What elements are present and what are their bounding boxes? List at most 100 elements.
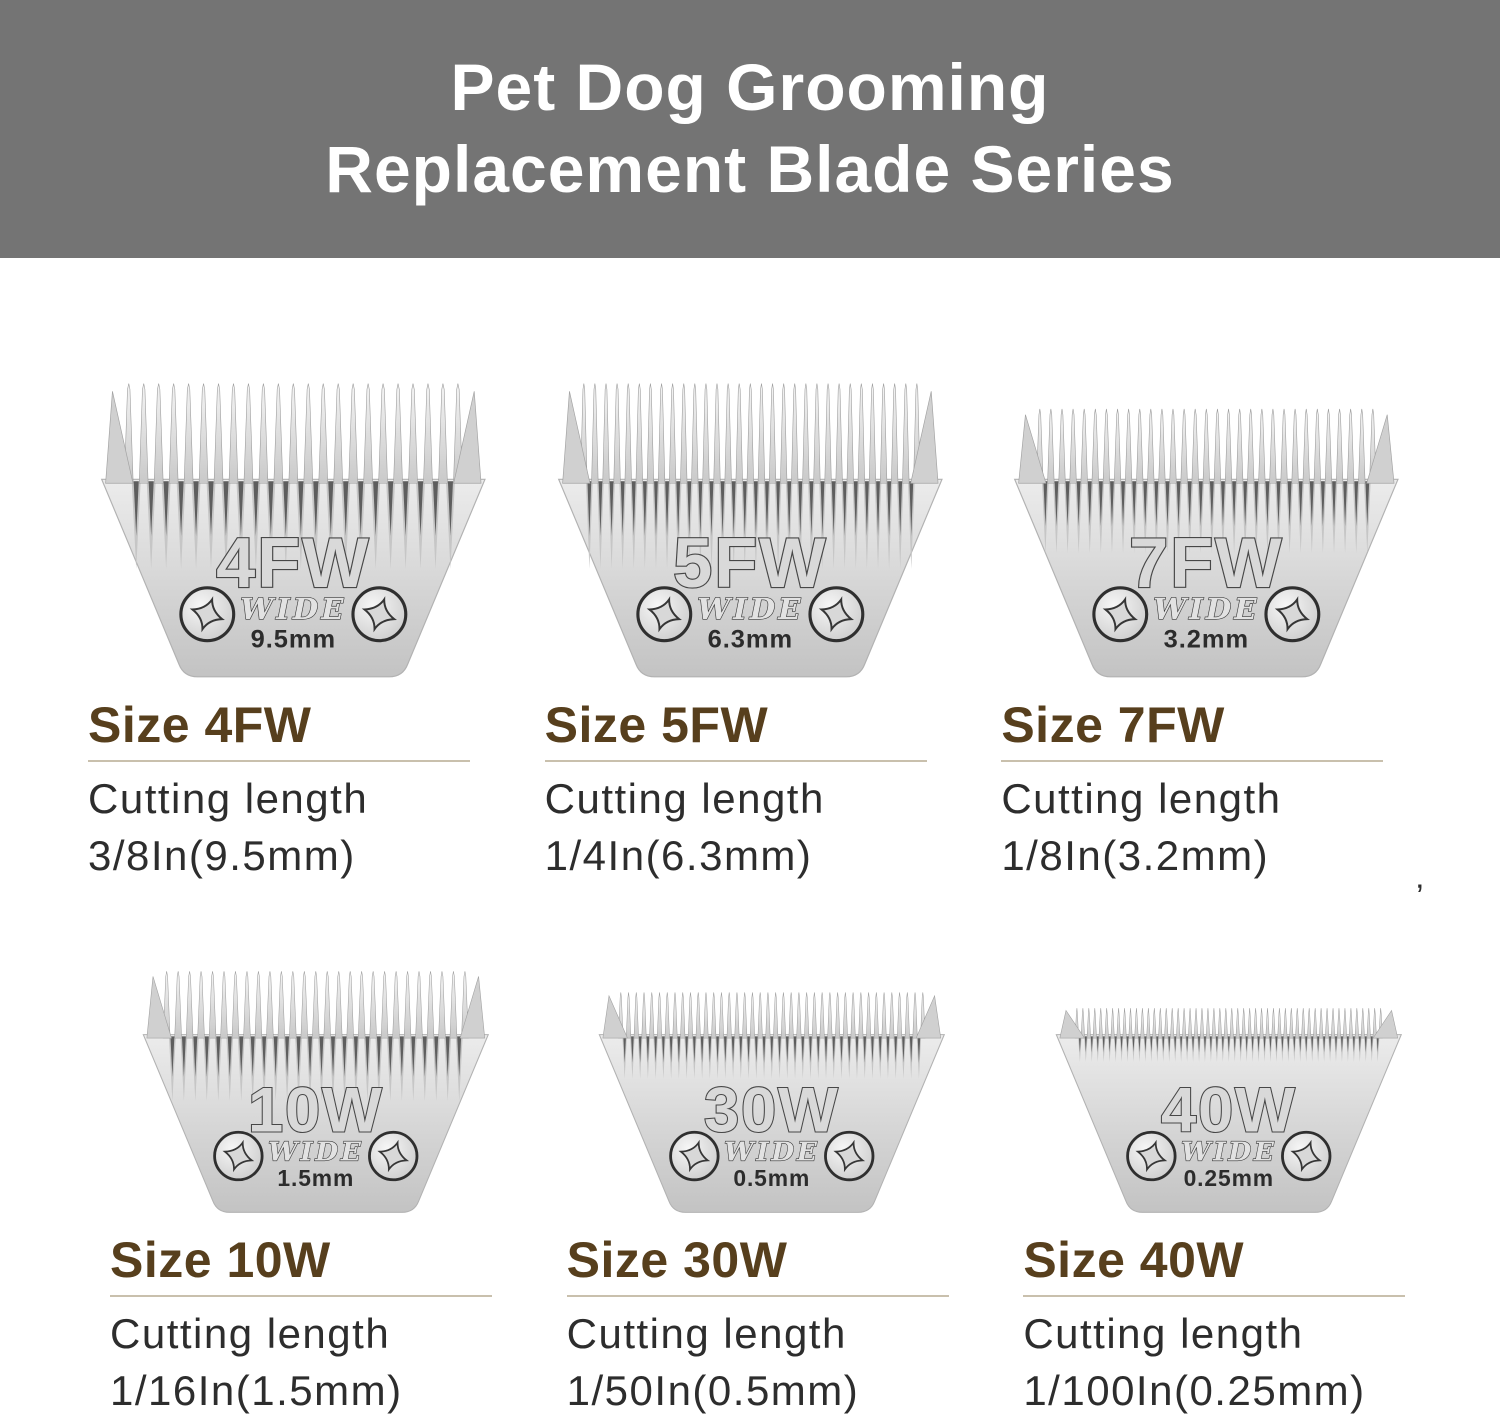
tooth <box>1205 1008 1210 1039</box>
tooth-slot <box>786 481 791 537</box>
tooth <box>858 992 864 1039</box>
tooth <box>423 383 433 484</box>
tooth-slot <box>193 481 199 537</box>
tooth-slot <box>298 481 304 537</box>
blade-engraving-wide: WIDE <box>724 1137 820 1168</box>
tooth-slot <box>753 481 758 537</box>
tooth-slot <box>148 481 154 537</box>
tooth <box>768 383 776 484</box>
tooth <box>1164 1008 1169 1039</box>
tooth <box>701 383 710 484</box>
tooth-slot <box>798 481 802 537</box>
tooth-slot <box>399 1036 404 1078</box>
tooth <box>824 383 832 484</box>
blade-card-30w: 30W WIDE 0.5mm Size 30W Cutting length 1… <box>566 929 978 1418</box>
tooth-slot <box>909 481 913 537</box>
tooth <box>1223 1008 1228 1039</box>
tooth-slot <box>1154 481 1159 527</box>
blade-size-heading: Size 4FW <box>88 696 312 753</box>
screw-icon-left <box>1092 586 1149 643</box>
tooth <box>695 992 701 1039</box>
blade-card-40w: 40W WIDE 0.25mm Size 40W Cutting length … <box>1023 929 1434 1418</box>
tooth-slot <box>1077 481 1081 527</box>
tooth-slot <box>764 481 769 537</box>
tooth <box>680 992 686 1039</box>
tooth-slot <box>1251 1036 1254 1053</box>
tooth <box>1203 408 1211 484</box>
tooth-slot <box>853 481 858 537</box>
screw-icon-left <box>669 1131 720 1182</box>
tooth <box>1058 408 1066 484</box>
tooth <box>812 992 818 1039</box>
tooth <box>901 383 910 484</box>
tooth <box>1235 1008 1240 1039</box>
tooth <box>1080 408 1089 484</box>
tooth <box>779 383 787 484</box>
divider <box>1001 760 1384 763</box>
tooth <box>613 383 621 484</box>
tooth <box>153 383 164 484</box>
tooth-slot <box>755 1036 758 1064</box>
tooth-slot <box>417 481 424 537</box>
tooth-slot <box>875 481 880 537</box>
tooth-slot <box>1162 1036 1165 1053</box>
tooth-slot <box>677 1036 681 1064</box>
tooth-slot <box>1221 481 1226 527</box>
tooth <box>781 992 787 1039</box>
tooth <box>1146 1008 1151 1039</box>
tooth <box>357 971 365 1039</box>
tooth <box>819 992 825 1039</box>
tooth <box>842 992 849 1039</box>
tooth-slot <box>1108 1036 1111 1053</box>
blade-art <box>1014 408 1400 678</box>
tooth <box>1312 1008 1318 1039</box>
tooth-slot <box>330 1036 335 1078</box>
tooth-slot <box>1132 481 1137 527</box>
tooth <box>1347 408 1355 484</box>
tooth <box>1269 408 1277 484</box>
tooth-slot <box>809 481 813 537</box>
tooth-slot <box>1293 1036 1296 1053</box>
tooth <box>688 992 694 1039</box>
tooth-slot <box>1099 481 1104 527</box>
tooth-slot <box>1138 1036 1141 1053</box>
tooth <box>850 992 856 1039</box>
tooth <box>138 383 149 484</box>
phillips-star-icon <box>818 596 854 633</box>
blade-image-30w: 30W WIDE 0.5mm <box>598 992 946 1214</box>
tooth-slot <box>742 481 747 537</box>
divider <box>88 760 470 763</box>
blade-engraving-size: 10W <box>248 1076 384 1146</box>
tooth <box>1247 1008 1252 1039</box>
tooth <box>765 992 771 1039</box>
tooth-slot <box>910 1036 913 1064</box>
tooth <box>890 383 898 484</box>
tooth <box>668 383 676 484</box>
blade-engraving-mm: 1.5mm <box>277 1165 354 1191</box>
tooth-slot <box>1199 481 1204 527</box>
tooth <box>1330 1008 1335 1039</box>
tooth <box>334 971 342 1039</box>
end-guard-left <box>105 391 134 484</box>
tooth <box>1047 408 1055 484</box>
tooth-slot <box>1078 1036 1081 1053</box>
tooth <box>368 971 377 1039</box>
tooth-slot <box>456 1036 461 1078</box>
tooth <box>1366 1008 1371 1039</box>
stray-apostrophe-mark: ’ <box>1416 878 1424 916</box>
tooth-slot <box>1210 481 1215 527</box>
tooth-slot <box>1203 1036 1206 1053</box>
tooth-slot <box>871 1036 874 1064</box>
tooth <box>624 383 632 484</box>
divider <box>566 1295 949 1298</box>
tooth <box>1314 408 1322 484</box>
tooth <box>333 383 344 484</box>
blade-engraving-wide: WIDE <box>1181 1137 1277 1168</box>
screw-icon-right <box>1280 1131 1332 1182</box>
tooth-slot <box>223 481 229 537</box>
tooth-slot <box>886 481 891 537</box>
tooth-slot <box>422 1036 427 1078</box>
blade-engraving-mm: 0.25mm <box>1183 1165 1273 1191</box>
tooth <box>788 992 794 1039</box>
